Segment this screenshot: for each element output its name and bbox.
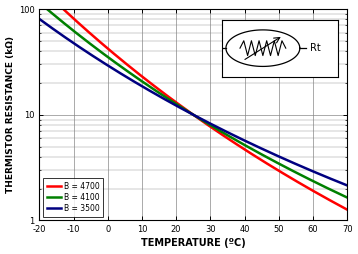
Line: B = 3500: B = 3500 xyxy=(39,19,347,185)
B = 3500 xyxy=(204,120,208,123)
B = 4700 xyxy=(204,122,208,125)
B = 3500 xyxy=(290,161,294,164)
B = 4700 xyxy=(338,204,342,207)
B = 4700 xyxy=(183,108,188,111)
B = 3500 xyxy=(338,181,342,184)
B = 4100 xyxy=(290,169,294,172)
B = 4100 xyxy=(37,1,42,4)
B = 4100 xyxy=(345,196,349,199)
B = 4700 xyxy=(221,133,225,136)
B = 3500 xyxy=(221,128,225,131)
B = 4100 xyxy=(204,121,208,124)
B = 4700 xyxy=(185,109,189,112)
B = 4100 xyxy=(183,108,188,112)
B = 4100 xyxy=(338,193,342,196)
B = 3500 xyxy=(345,184,349,187)
B = 4100 xyxy=(185,109,189,113)
B = 4700 xyxy=(345,208,349,211)
Y-axis label: THERMISTOR RESISTANCE (kΩ): THERMISTOR RESISTANCE (kΩ) xyxy=(6,36,15,193)
Line: B = 4100: B = 4100 xyxy=(39,3,347,198)
B = 3500 xyxy=(37,18,42,21)
B = 3500 xyxy=(185,110,189,113)
Line: B = 4700: B = 4700 xyxy=(39,0,347,210)
B = 4700 xyxy=(290,177,294,180)
Legend: B = 4700, B = 4100, B = 3500: B = 4700, B = 4100, B = 3500 xyxy=(43,178,103,217)
B = 4100 xyxy=(221,131,225,134)
X-axis label: TEMPERATURE (ºC): TEMPERATURE (ºC) xyxy=(141,239,246,248)
B = 3500 xyxy=(183,109,188,112)
